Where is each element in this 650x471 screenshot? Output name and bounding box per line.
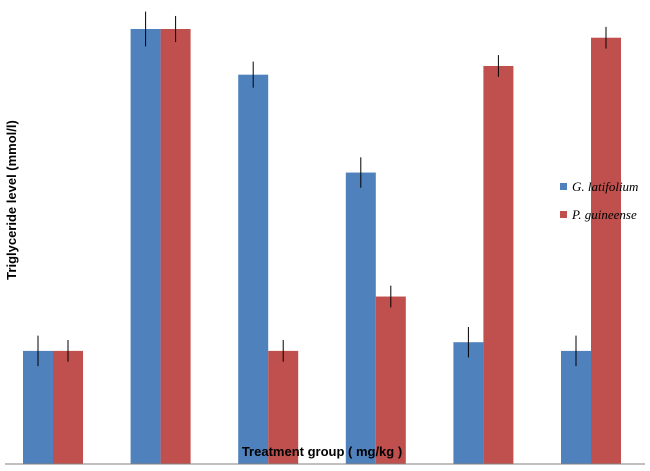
bar-series-2-group-4: [375, 296, 406, 464]
bars-layer: [23, 29, 621, 465]
bar-series-2-group-6: [591, 37, 621, 464]
bar-series-2-group-3: [268, 350, 299, 464]
legend-label-2: P. guineense: [571, 207, 637, 222]
legend-swatch-1: [560, 183, 567, 190]
legend: G. latifolium P. guineense: [560, 179, 638, 222]
bar-series-1-group-4: [345, 172, 376, 465]
legend-swatch-2: [560, 211, 567, 218]
bar-series-1-group-2: [130, 29, 161, 464]
error-bars-layer: [37, 11, 607, 367]
bar-series-2-group-5: [483, 65, 514, 464]
bar-series-1-group-3: [238, 74, 269, 465]
bar-series-2-group-1: [53, 350, 83, 464]
bar-series-1-group-5: [453, 342, 484, 464]
bar-series-1-group-1: [23, 350, 53, 464]
legend-label-1: G. latifolium: [572, 179, 638, 194]
bar-series-2-group-2: [160, 29, 191, 464]
bar-series-1-group-6: [561, 350, 591, 464]
x-axis-title: Treatment group ( mg/kg ): [242, 444, 402, 459]
y-axis-title: Triglyceride level (mmol/l): [4, 120, 19, 280]
